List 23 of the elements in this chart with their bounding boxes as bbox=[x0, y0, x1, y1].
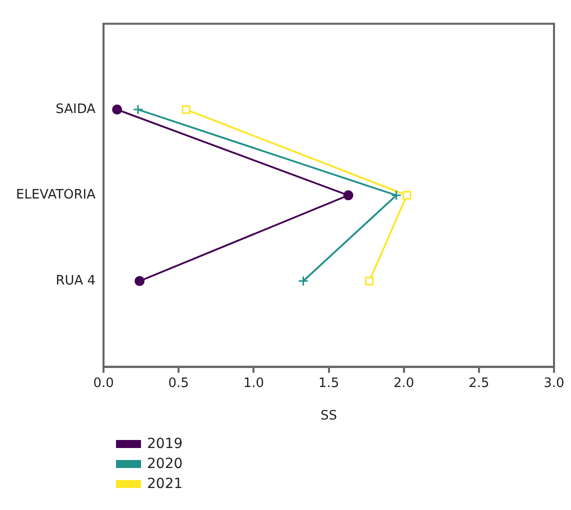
x-tick-label: 2.0 bbox=[394, 376, 414, 391]
point bbox=[298, 276, 308, 286]
x-tick-label: 3.0 bbox=[544, 376, 564, 391]
point bbox=[182, 105, 190, 114]
point bbox=[132, 104, 144, 115]
point bbox=[343, 190, 354, 200]
point bbox=[402, 191, 412, 200]
y-tick-label: RUA 4 bbox=[56, 273, 96, 288]
y-tick-label: SAIDA bbox=[56, 102, 96, 117]
point bbox=[112, 104, 122, 115]
x-axis-title: SS bbox=[320, 408, 338, 424]
x-tick-label: 0.5 bbox=[168, 376, 189, 391]
point bbox=[365, 276, 374, 286]
x-tick-label: 1.5 bbox=[318, 376, 340, 391]
point bbox=[391, 190, 402, 201]
legend-label: 2019 bbox=[147, 436, 183, 452]
x-tick-label: 2.5 bbox=[468, 376, 490, 391]
legend-label: 2021 bbox=[147, 476, 183, 492]
legend-label: 2020 bbox=[147, 456, 183, 472]
x-tick-label: 0.0 bbox=[93, 376, 114, 391]
x-tick-label: 1.0 bbox=[243, 376, 264, 391]
y-tick-label: ELEVATORIA bbox=[16, 188, 96, 203]
point bbox=[134, 276, 145, 286]
